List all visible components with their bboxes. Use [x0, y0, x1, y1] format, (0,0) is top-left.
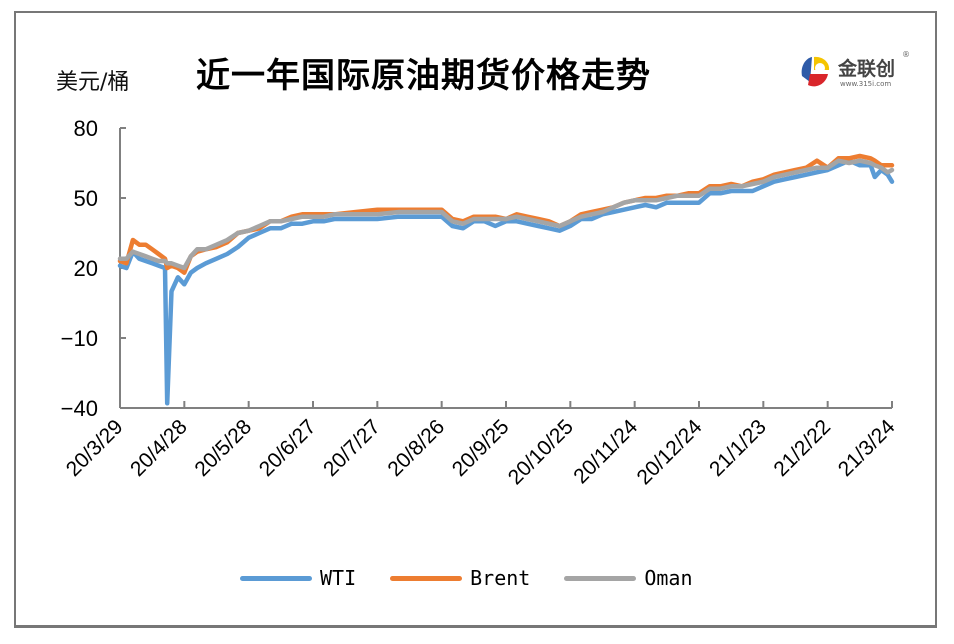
x-tick-label: 20/9/25: [448, 415, 514, 481]
y-axis-unit-label: 美元/桶: [56, 70, 130, 95]
legend-item-wti: WTI: [240, 566, 356, 590]
legend-label-brent: Brent: [470, 566, 531, 590]
brand-logo: 金联创 ® www.315i.com: [796, 50, 916, 96]
legend-item-brent: Brent: [390, 566, 530, 590]
x-tick-label: 21/2/22: [769, 415, 835, 481]
x-axis: 20/3/2920/4/2820/5/2820/6/2720/7/2720/8/…: [62, 401, 900, 489]
logo-url: www.315i.com: [840, 80, 892, 88]
x-tick-label: 20/11/24: [569, 415, 642, 488]
legend-label-oman: Oman: [644, 566, 693, 590]
x-tick-label: 20/3/29: [62, 415, 128, 481]
x-tick-label: 20/4/28: [126, 415, 192, 481]
chart-title: 近一年国际原油期货价格走势: [196, 56, 651, 96]
x-tick-label: 21/1/23: [705, 415, 771, 481]
logo-registered: ®: [902, 50, 910, 59]
legend-swatch-brent: [390, 575, 463, 581]
series-line-oman: [117, 158, 895, 271]
y-tick-label: 20: [74, 256, 98, 281]
series-line-wti: [117, 158, 895, 406]
legend-label-wti: WTI: [320, 566, 357, 590]
x-tick-label: 20/6/27: [255, 415, 321, 481]
x-tick-label: 20/12/24: [632, 415, 706, 489]
x-tick-label: 20/7/27: [319, 415, 385, 481]
y-tick-label: 50: [74, 186, 98, 211]
legend-item-oman: Oman: [564, 566, 693, 590]
y-axis: 80 50 20 −10 −40: [61, 116, 126, 421]
logo-icon: [800, 56, 832, 87]
logo-text: 金联创: [838, 58, 896, 80]
x-tick-label: 20/10/25: [504, 415, 578, 489]
legend: WTI Brent Oman: [240, 566, 727, 590]
y-tick-label: −40: [61, 396, 98, 421]
x-tick-label: 20/5/28: [190, 415, 256, 481]
y-tick-label: 80: [74, 116, 98, 141]
legend-swatch-oman: [564, 575, 637, 581]
series-line-brent: [117, 153, 895, 275]
y-tick-label: −10: [61, 326, 98, 351]
legend-swatch-wti: [240, 575, 312, 581]
x-tick-label: 21/3/24: [834, 415, 900, 481]
x-tick-label: 20/8/26: [383, 415, 449, 481]
series-lines: [117, 153, 895, 406]
